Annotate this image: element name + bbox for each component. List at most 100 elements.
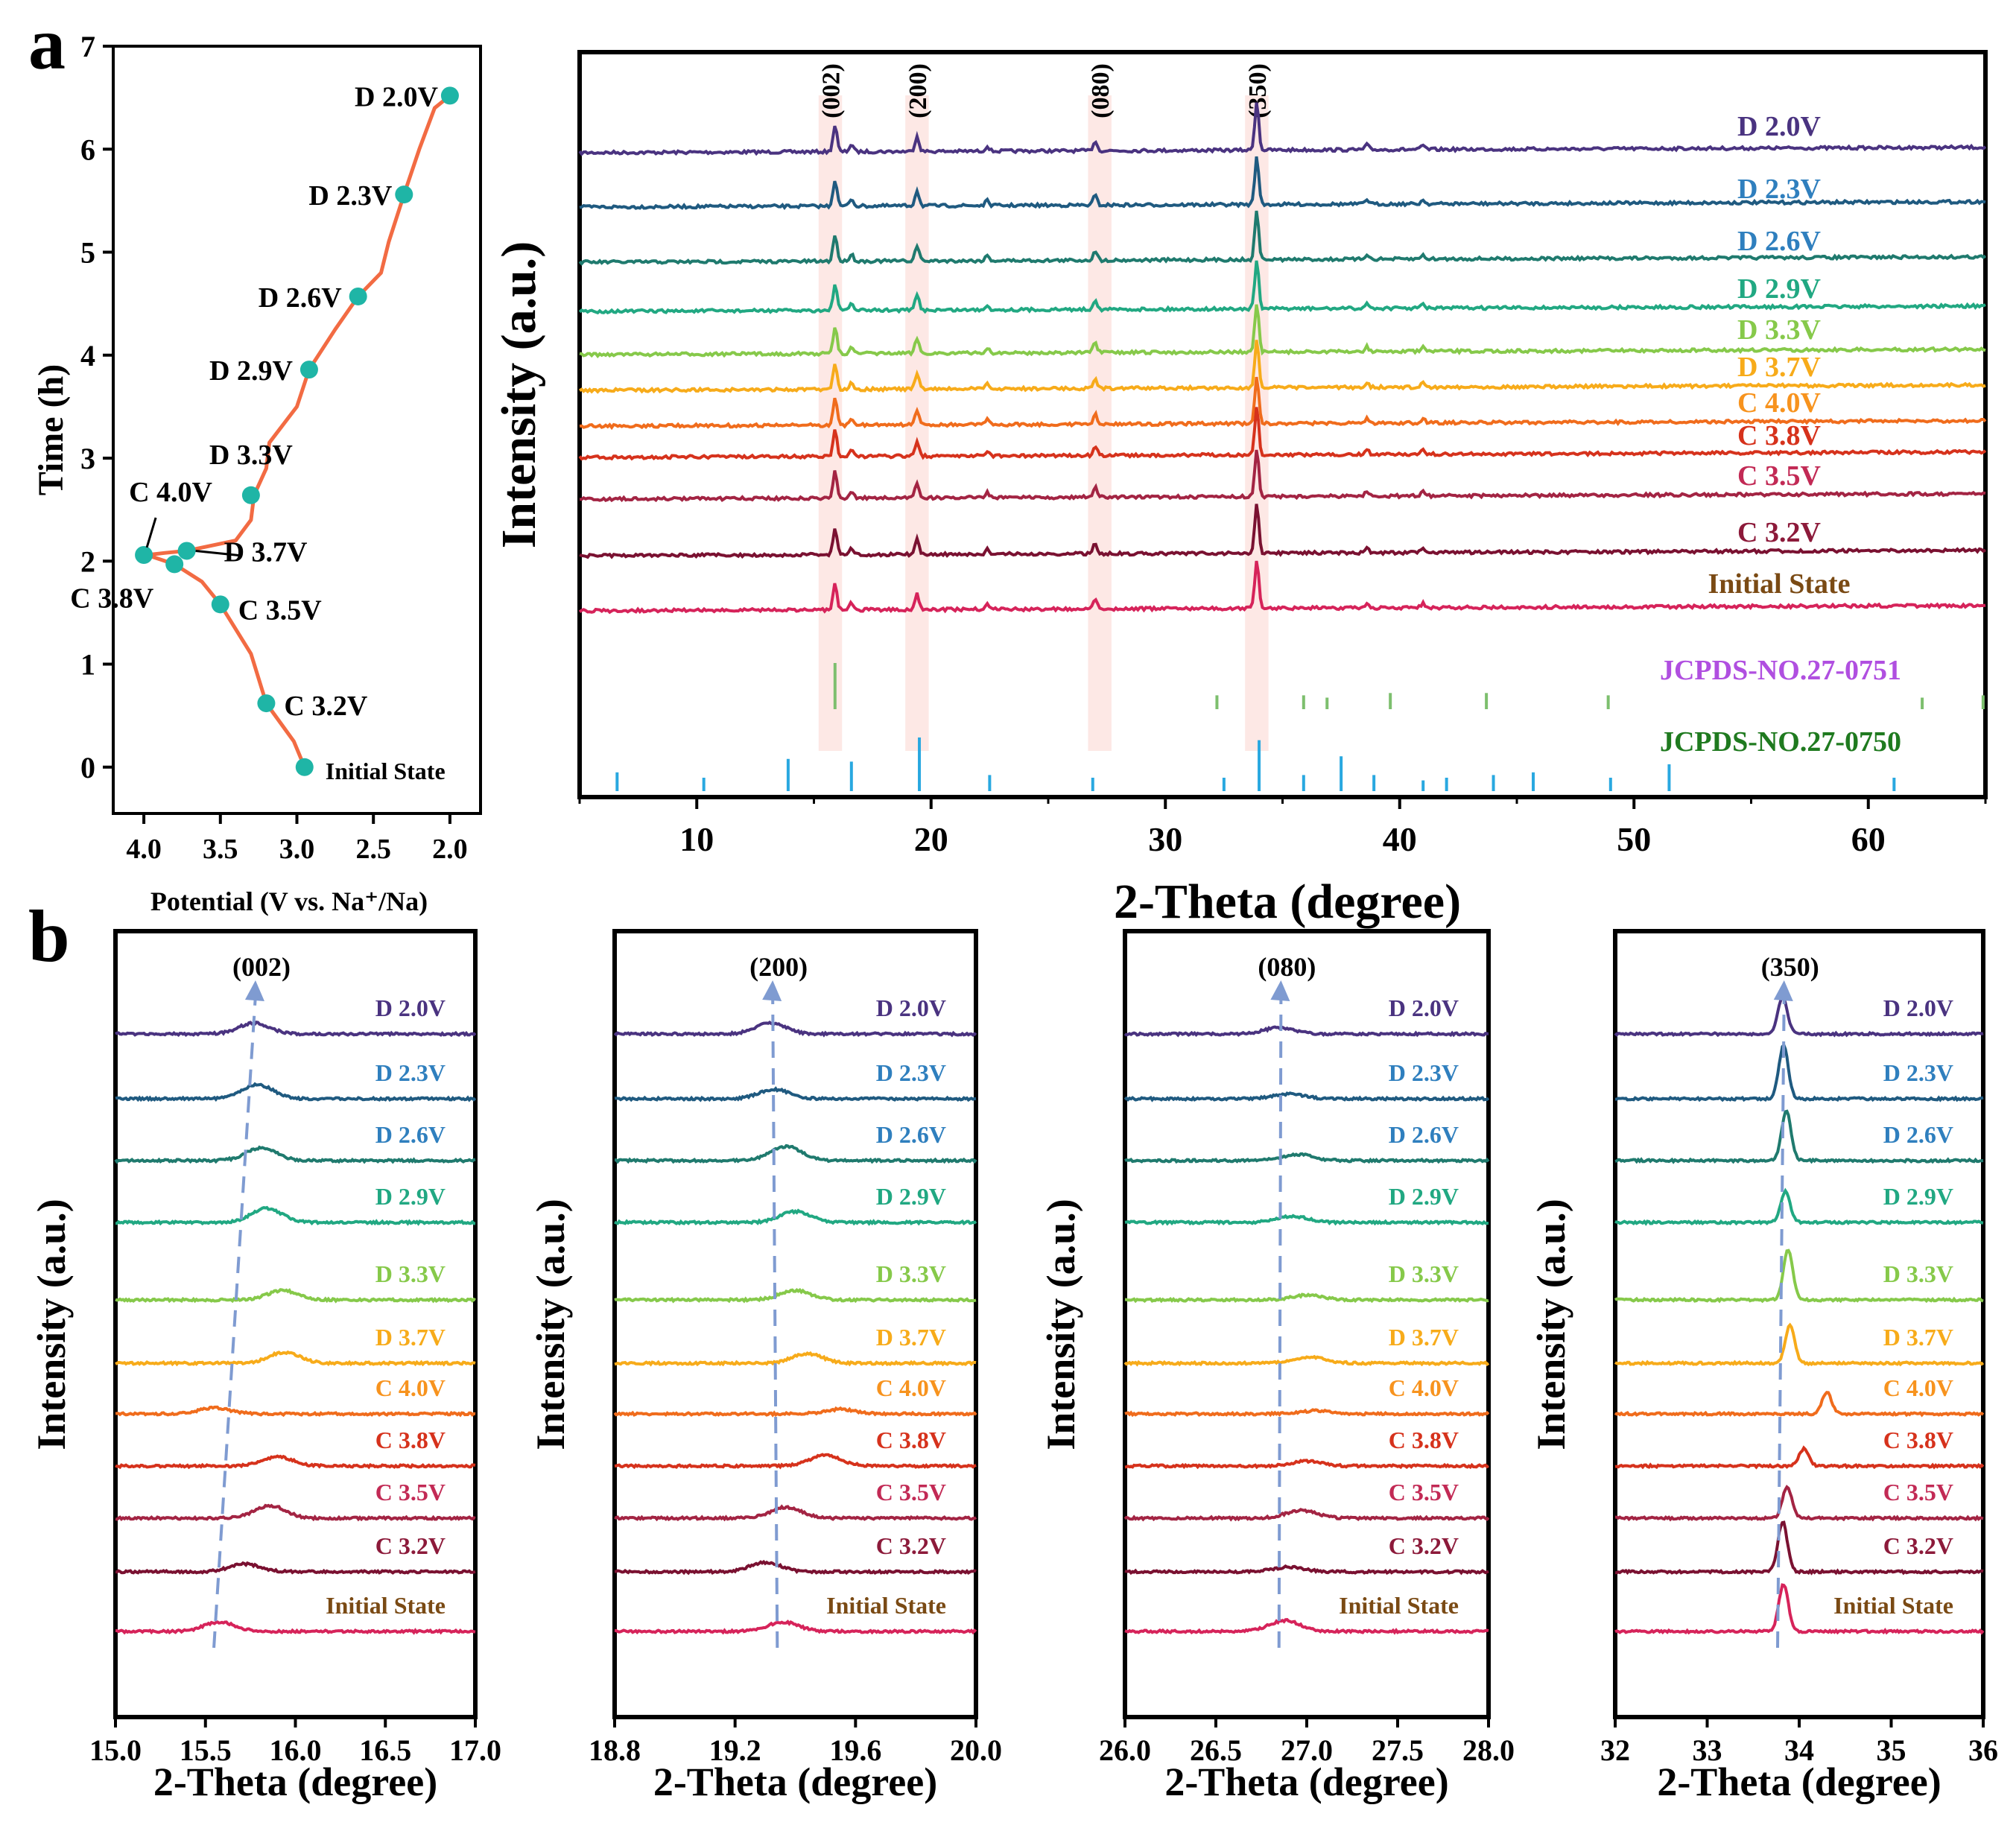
trend-arrow-head (1270, 980, 1290, 1001)
y-axis-label: Intensity (a.u.) (29, 1199, 74, 1450)
xrd-pattern-line (579, 156, 1986, 210)
zoom-hkl-label: (002) (232, 952, 291, 982)
zoom-pattern-line (115, 1350, 476, 1367)
y-axis-label: Intensity (a.u.) (1039, 1199, 1083, 1450)
zoom-pattern-line (614, 1208, 977, 1226)
zoom-pattern-label: D 2.9V (1883, 1183, 1953, 1210)
zoom-pattern-label: D 2.6V (1883, 1121, 1953, 1148)
zoom-pattern-line (1124, 1292, 1489, 1304)
peak-hkl-label: (080) (1087, 63, 1115, 118)
x-tick-label: 36 (1968, 1733, 1998, 1767)
xrd-pattern-line (579, 304, 1986, 358)
panel-label-b: b (28, 895, 70, 977)
reference-pattern-label: JCPDS-NO.27-0751 (1660, 655, 1901, 686)
zoom-pattern-label: D 3.3V (1883, 1260, 1953, 1287)
plot-frame (612, 929, 978, 1719)
zoom-pattern-line (615, 1143, 977, 1164)
zoom-pattern-label: D 2.6V (375, 1121, 446, 1148)
xrd-pattern-line (579, 504, 1987, 559)
x-tick-label: 60 (1851, 820, 1886, 858)
zoom-pattern-label: D 2.0V (1883, 994, 1953, 1021)
xrd-pattern-line (579, 449, 1986, 503)
x-tick-label: 20 (914, 820, 948, 858)
x-tick-label: 28.0 (1462, 1733, 1515, 1767)
zoom-pattern-line (114, 1021, 477, 1038)
zoom-pattern-label: C 3.8V (1883, 1427, 1953, 1453)
state-marker-label: C 4.0V (129, 477, 212, 508)
xrd-pattern-label: D 2.9V (1737, 273, 1821, 305)
x-axis-label: Potential (V vs. Na⁺/Na) (150, 886, 428, 916)
y-axis-label: Intensity (a.u.) (528, 1199, 573, 1450)
zoom-pattern-label: D 2.3V (375, 1059, 446, 1086)
xrd-pattern-line (578, 210, 1987, 266)
y-axis-label: Time (h) (31, 364, 71, 495)
zoom-pattern-label: D 3.7V (375, 1324, 446, 1351)
zoom-pattern-line (115, 1288, 476, 1304)
x-tick-label: 35 (1877, 1733, 1906, 1767)
xrd-pattern-label: C 3.2V (1737, 517, 1821, 548)
zoom-pattern-line (1124, 1618, 1489, 1635)
chart-zoom-002: 15.0 15.5 16.0 16.5 17.0 2-Theta (degree) Inte… (29, 929, 501, 1804)
state-marker-label: D 2.3V (308, 180, 392, 212)
state-marker (165, 555, 184, 574)
zoom-pattern-line (1615, 1485, 1984, 1522)
zoom-pattern-line (614, 1086, 977, 1102)
x-tick-label: 15.5 (180, 1733, 232, 1767)
xrd-pattern-label: C 3.5V (1737, 460, 1821, 492)
zoom-pattern-line (614, 1559, 977, 1576)
zoom-pattern-line (614, 1619, 977, 1635)
zoom-pattern-line (1614, 1187, 1984, 1226)
x-tick-label: 3.0 (279, 834, 315, 865)
state-marker (349, 287, 367, 305)
xrd-pattern-line (578, 340, 1986, 394)
x-tick-label: 50 (1617, 820, 1651, 858)
x-tick-label: 15.0 (89, 1733, 142, 1767)
zoom-pattern-line (1123, 1508, 1490, 1522)
zoom-pattern-line (614, 1287, 977, 1304)
zoom-pattern-line (1614, 992, 1984, 1038)
x-tick-label: 10 (679, 820, 714, 858)
x-tick-label: 3.5 (203, 834, 238, 865)
state-marker (395, 185, 413, 204)
state-marker-label: D 2.6V (259, 282, 342, 314)
zoom-pattern-label: C 3.2V (375, 1532, 446, 1559)
zoom-pattern-line (114, 1145, 476, 1164)
chart-zoom-200: 18.8 19.2 19.6 20.0 2-Theta (degree) Intensit… (528, 929, 1002, 1804)
state-marker (299, 361, 318, 379)
zoom-pattern-label: D 2.0V (375, 994, 446, 1021)
zoom-pattern-label: C 3.5V (876, 1479, 946, 1506)
reference-pattern-label: JCPDS-NO.27-0750 (1660, 726, 1901, 758)
zoom-pattern-line (1124, 1152, 1490, 1164)
x-axis-label: 2-Theta (degree) (1657, 1760, 1941, 1804)
xrd-pattern-line (578, 407, 1987, 461)
zoom-pattern-label: D 3.3V (876, 1260, 946, 1287)
x-axis-label: 2-Theta (degree) (153, 1760, 437, 1804)
x-tick-label: 18.8 (589, 1733, 641, 1767)
zoom-pattern-label: C 4.0V (1389, 1374, 1459, 1401)
zoom-pattern-line (115, 1454, 476, 1470)
x-tick-label: 34 (1784, 1733, 1814, 1767)
zoom-pattern-label: C 3.5V (375, 1479, 446, 1506)
y-tick-label: 4 (80, 339, 95, 372)
zoom-pattern-label: D 2.3V (876, 1059, 946, 1086)
x-tick-label: 2.0 (432, 834, 468, 865)
y-tick-label: 3 (80, 442, 95, 475)
xrd-pattern-line (578, 560, 1986, 615)
state-marker-label: C 3.8V (70, 583, 153, 614)
zoom-pattern-label: C 3.8V (375, 1427, 446, 1453)
y-axis-label: Intensity (a.u.) (1529, 1199, 1573, 1450)
zoom-pattern-label: C 4.0V (375, 1374, 446, 1401)
zoom-pattern-line (613, 1021, 977, 1038)
state-marker-label: C 3.2V (284, 691, 367, 722)
zoom-pattern-line (614, 1351, 977, 1367)
zoom-pattern-label: D 2.6V (1389, 1121, 1459, 1148)
state-marker (241, 486, 260, 504)
zoom-pattern-line (115, 1205, 476, 1226)
zoom-pattern-line (1614, 1322, 1985, 1367)
x-tick-label: 26.0 (1099, 1733, 1151, 1767)
state-marker-label: D 2.9V (209, 355, 293, 387)
zoom-pattern-line (1124, 1564, 1489, 1576)
xrd-pattern-label: D 2.0V (1737, 111, 1821, 142)
xrd-pattern-line (578, 102, 1987, 156)
